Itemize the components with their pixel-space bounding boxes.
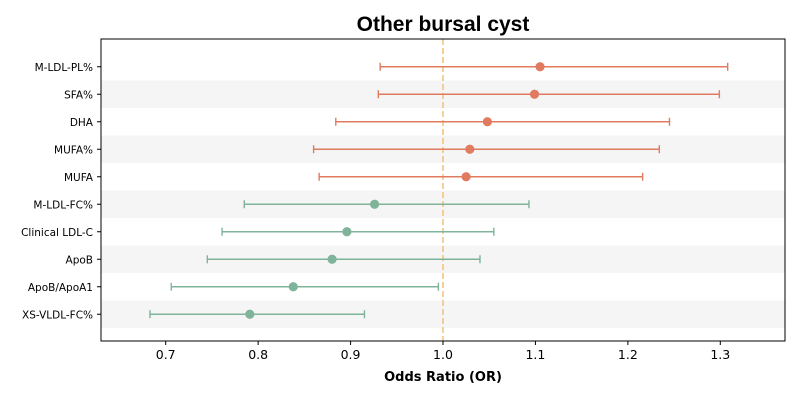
- y-tick-label: DHA: [70, 117, 94, 129]
- row-sfa-: [377, 89, 721, 99]
- row-mufa: [318, 172, 644, 182]
- y-tick-label: MUFA: [64, 172, 94, 184]
- x-tick-label: 0.9: [341, 347, 361, 362]
- or-point: [327, 254, 337, 264]
- row-clinical-ldl-c: [221, 227, 495, 237]
- y-tick-label: M-LDL-PL%: [35, 62, 93, 74]
- y-tick-label: XS-VLDL-FC%: [22, 309, 93, 321]
- x-axis-label: Odds Ratio (OR): [384, 370, 502, 385]
- or-point: [245, 309, 255, 319]
- or-point: [482, 117, 492, 127]
- x-tick-label: 1.3: [710, 347, 730, 362]
- y-tick-label: SFA%: [64, 89, 93, 101]
- y-axis: M-LDL-PL% SFA% DHA MUFA% MUFA M-LDL-FC% Clinic…: [21, 62, 101, 321]
- row-apob: [206, 254, 481, 264]
- y-tick-label: MUFA%: [54, 144, 93, 156]
- x-tick-label: 0.7: [156, 347, 176, 362]
- or-point: [342, 227, 352, 237]
- or-point: [370, 199, 380, 209]
- y-tick-label: ApoB: [66, 254, 93, 266]
- x-tick-label: 1.2: [618, 347, 638, 362]
- row-apob-apoa1: [170, 282, 440, 292]
- x-tick-label: 1.0: [433, 347, 453, 362]
- or-point: [465, 144, 475, 154]
- row-m-ldl-pl-: [379, 62, 729, 72]
- row-dha: [335, 117, 671, 127]
- x-tick-label: 1.1: [525, 347, 545, 362]
- y-tick-label: ApoB/ApoA1: [28, 282, 93, 294]
- y-tick-label: M-LDL-FC%: [33, 199, 93, 211]
- or-point: [461, 172, 471, 182]
- or-point: [529, 89, 540, 99]
- x-axis: 0.7 0.8 0.9 1.0 1.1 1.2 1.3: [156, 341, 730, 362]
- y-tick-label: Clinical LDL-C: [21, 227, 93, 239]
- row-m-ldl-fc-: [243, 199, 530, 209]
- or-point: [535, 62, 545, 72]
- x-tick-label: 0.8: [248, 347, 268, 362]
- chart-title: Other bursal cyst: [357, 13, 530, 36]
- or-point: [288, 282, 298, 292]
- row-xs-vldl-fc-: [149, 309, 366, 319]
- row-mufa-: [312, 144, 660, 154]
- plot-marks: [149, 62, 729, 319]
